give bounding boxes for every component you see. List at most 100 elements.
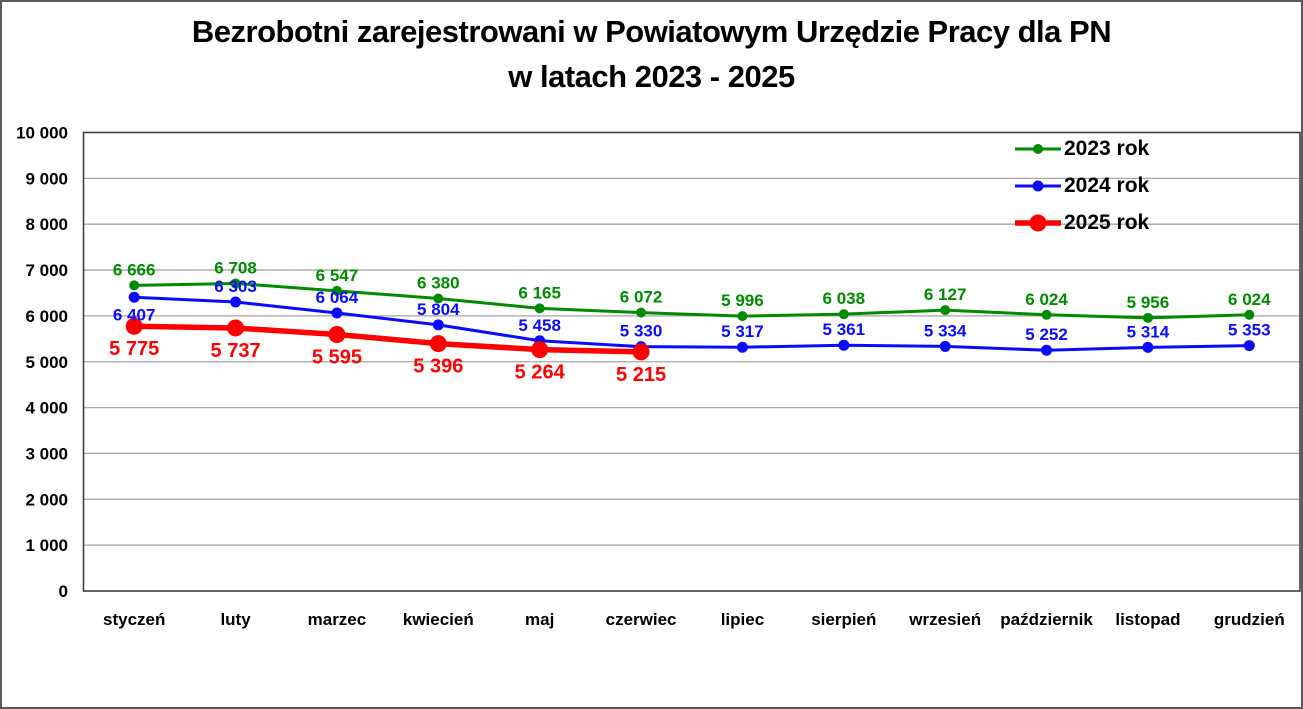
series-line-2025-rok — [131, 323, 644, 355]
data-point-marker — [230, 278, 241, 289]
data-point-marker — [939, 340, 951, 352]
y-axis-label: 8 000 — [25, 215, 68, 234]
data-label: 5 215 — [616, 364, 666, 386]
x-axis-label: marzec — [308, 610, 367, 629]
data-label: 5 334 — [924, 321, 967, 340]
data-label: 6 407 — [113, 305, 156, 324]
x-axis-label: maj — [525, 610, 554, 629]
legend-item-2024-rok: 2024 rok — [1014, 167, 1149, 204]
data-point-marker — [838, 309, 849, 320]
data-label: 6 666 — [113, 260, 156, 279]
data-point-marker — [125, 317, 143, 335]
data-point-marker — [1142, 341, 1154, 353]
data-label: 5 317 — [721, 322, 764, 341]
x-axis-label: czerwiec — [606, 610, 677, 629]
data-label: 6 708 — [214, 258, 257, 277]
series-line-2023-rok — [132, 281, 1251, 320]
data-label: 5 252 — [1025, 325, 1068, 344]
y-axis-label: 0 — [59, 582, 68, 601]
x-axis-label: listopad — [1115, 610, 1180, 629]
legend: 2023 rok 2024 rok 2025 rok — [1014, 130, 1149, 241]
x-axis-label: lipiec — [721, 610, 764, 629]
chart-title-line1: Bezrobotni zarejestrowani w Powiatowym U… — [191, 14, 1112, 49]
y-axis-label: 6 000 — [25, 307, 68, 326]
data-point-marker — [1243, 340, 1255, 352]
data-label: 6 547 — [316, 266, 359, 285]
data-point-marker — [1142, 312, 1153, 323]
data-label: 5 956 — [1127, 293, 1170, 312]
data-point-marker — [737, 311, 748, 322]
data-label: 5 330 — [620, 322, 663, 341]
chart-title: Bezrobotni zarejestrowani w Powiatowym U… — [2, 9, 1301, 99]
legend-circle — [1029, 214, 1047, 231]
legend-item-2023-rok: 2023 rok — [1014, 130, 1149, 167]
data-point-marker — [128, 291, 140, 303]
data-point-marker — [636, 307, 647, 318]
data-point-marker — [1041, 309, 1052, 320]
data-label: 6 024 — [1025, 290, 1068, 309]
x-axis-label: luty — [220, 610, 251, 629]
x-axis-label: styczeń — [103, 610, 165, 629]
data-point-marker — [129, 280, 140, 291]
data-label: 6 024 — [1228, 290, 1271, 309]
series-line-2024-rok — [132, 295, 1251, 352]
legend-label: 2023 rok — [1064, 136, 1150, 160]
legend-marker-icon — [1015, 143, 1061, 154]
data-point-marker — [1244, 309, 1255, 320]
y-axis-label: 10 000 — [16, 124, 68, 143]
y-axis-label: 3 000 — [25, 444, 68, 463]
y-axis-label: 4 000 — [25, 399, 68, 418]
data-point-marker — [838, 339, 850, 351]
x-axis-label: wrzesień — [908, 610, 981, 629]
data-label: 5 314 — [1127, 322, 1170, 341]
data-point-marker — [331, 285, 342, 296]
y-axis-label: 1 000 — [25, 536, 68, 555]
data-label: 6 380 — [417, 273, 460, 292]
y-axis-label: 2 000 — [25, 490, 68, 509]
data-point-marker — [736, 341, 748, 353]
x-axis-label: sierpień — [811, 610, 876, 629]
plot-border — [82, 131, 1301, 592]
data-label: 5 595 — [312, 346, 362, 368]
data-label: 5 737 — [211, 340, 261, 362]
legend-marker-icon — [1015, 214, 1061, 231]
data-label: 5 804 — [417, 300, 460, 319]
x-axis-label: grudzień — [1214, 610, 1285, 629]
data-label: 6 072 — [620, 288, 663, 307]
data-point-marker — [429, 335, 447, 353]
data-label: 6 064 — [316, 288, 359, 307]
data-point-marker — [331, 307, 343, 319]
chart-title-line2: w latach 2023 - 2025 — [508, 59, 795, 94]
data-label: 5 264 — [515, 362, 566, 384]
data-point-marker — [940, 305, 951, 316]
data-point-marker — [534, 303, 545, 314]
data-point-marker — [632, 343, 650, 361]
data-label: 6 303 — [214, 277, 257, 296]
legend-circle — [1033, 143, 1043, 154]
data-label: 5 361 — [823, 320, 866, 339]
data-label: 5 996 — [721, 291, 764, 310]
data-point-marker — [230, 296, 242, 308]
x-axis-label: październik — [1000, 610, 1093, 629]
legend-circle — [1032, 180, 1044, 191]
data-label: 5 353 — [1228, 321, 1271, 340]
y-axis-label: 5 000 — [25, 353, 68, 372]
data-label: 5 458 — [518, 316, 561, 335]
x-axis-label: kwiecień — [403, 610, 474, 629]
data-point-marker — [1041, 344, 1053, 356]
data-point-marker — [328, 325, 346, 343]
y-axis-label: 7 000 — [25, 261, 68, 280]
legend-label: 2024 rok — [1064, 173, 1150, 197]
data-point-marker — [227, 319, 245, 337]
data-point-marker — [432, 319, 444, 331]
legend-marker-icon — [1015, 180, 1061, 191]
data-point-marker — [531, 341, 549, 359]
data-label: 5 775 — [109, 338, 159, 360]
data-label: 6 165 — [518, 283, 561, 302]
data-label: 6 127 — [924, 285, 967, 304]
legend-item-2025-rok: 2025 rok — [1014, 204, 1149, 241]
data-point-marker — [433, 293, 444, 304]
legend-label: 2025 rok — [1064, 210, 1150, 234]
